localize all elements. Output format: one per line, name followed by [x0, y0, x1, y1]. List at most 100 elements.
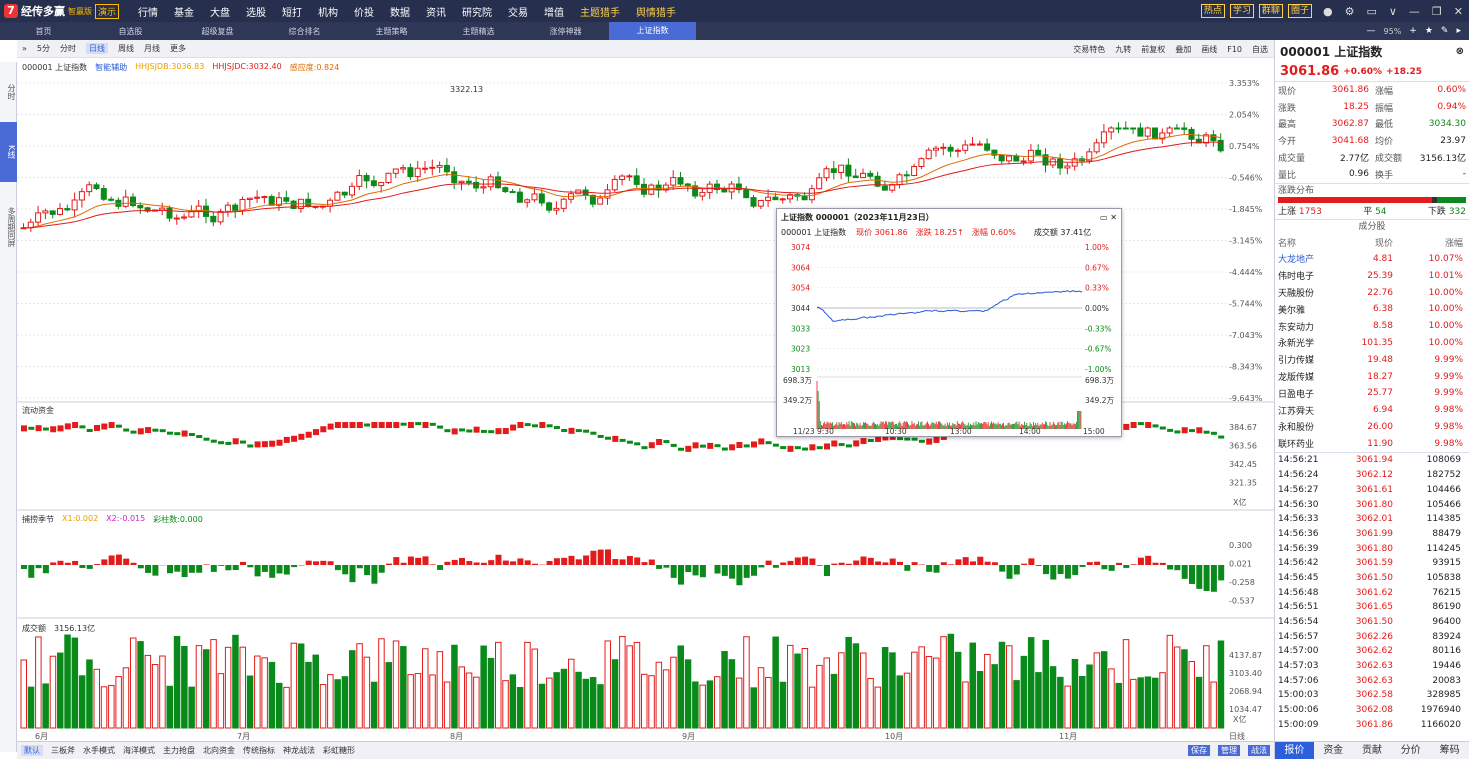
- pin-icon[interactable]: ▸: [1456, 26, 1461, 36]
- zoom-out-icon[interactable]: —: [1367, 26, 1376, 36]
- chevron-down-icon[interactable]: ∨: [1389, 5, 1397, 18]
- candle: [255, 197, 260, 198]
- bottom-action-2[interactable]: 战法: [1248, 745, 1270, 756]
- circle-button[interactable]: 圈子: [1288, 4, 1312, 18]
- user-icon[interactable]: ●: [1323, 5, 1333, 18]
- restore-icon[interactable]: ❐: [1432, 5, 1442, 18]
- quote-price: 3061.86: [1280, 64, 1339, 79]
- tab-4[interactable]: 主题策略: [348, 26, 435, 37]
- tab-2[interactable]: 超级复盘: [174, 26, 261, 37]
- quote-tab-1[interactable]: 资金: [1314, 742, 1353, 759]
- popup-maximize-icon[interactable]: ▭: [1100, 213, 1108, 222]
- menu-item-9[interactable]: 研究院: [462, 4, 492, 19]
- collapse-icon[interactable]: »: [22, 44, 27, 53]
- tab-0[interactable]: 首页: [0, 26, 87, 37]
- demo-badge[interactable]: 演示: [95, 4, 119, 19]
- tab-5[interactable]: 主题精选: [435, 26, 522, 37]
- close-icon[interactable]: ✕: [1454, 5, 1463, 18]
- candle: [1131, 128, 1136, 129]
- template-8[interactable]: 彩虹糖形: [323, 745, 355, 756]
- quote-tab-0[interactable]: 报价: [1275, 742, 1314, 759]
- star-icon[interactable]: ★: [1425, 26, 1433, 36]
- menu-item-8[interactable]: 资讯: [426, 4, 446, 19]
- chart-tool-4[interactable]: 画线: [1201, 44, 1217, 55]
- menu-item-10[interactable]: 交易: [508, 4, 528, 19]
- learn-button[interactable]: 学习: [1230, 4, 1254, 18]
- template-4[interactable]: 主力抢盘: [163, 745, 195, 756]
- menu-item-3[interactable]: 选股: [246, 4, 266, 19]
- tab-7[interactable]: 上证指数: [609, 22, 696, 40]
- window-icon[interactable]: ▭: [1366, 5, 1376, 18]
- period-0[interactable]: 5分: [37, 43, 50, 54]
- bottom-action-0[interactable]: 保存: [1188, 745, 1210, 756]
- period-2[interactable]: 日线: [86, 43, 108, 54]
- chart-tool-2[interactable]: 前复权: [1141, 44, 1165, 55]
- chart-tool-1[interactable]: 九转: [1115, 44, 1131, 55]
- period-3[interactable]: 周线: [118, 43, 134, 54]
- template-6[interactable]: 传统指标: [243, 745, 275, 756]
- popup-close-icon[interactable]: ✕: [1110, 213, 1117, 222]
- menu-item-13[interactable]: 舆情猎手: [636, 4, 676, 19]
- gear-icon[interactable]: ⚙: [1345, 5, 1355, 18]
- menu-item-2[interactable]: 大盘: [210, 4, 230, 19]
- tick-price: 3061.80: [1338, 500, 1393, 510]
- quote-tab-3[interactable]: 分价: [1391, 742, 1430, 759]
- side-tab-multi-period[interactable]: 多周期同屏: [0, 182, 17, 272]
- quote-tab-4[interactable]: 筹码: [1430, 742, 1469, 759]
- intraday-popup[interactable]: 上证指数 000001（2023年11月23日） ▭ ✕ 000001 上证指数…: [776, 208, 1122, 437]
- template-1[interactable]: 三板斧: [51, 745, 75, 756]
- menu-item-0[interactable]: 行情: [138, 4, 158, 19]
- zoom-in-icon[interactable]: +: [1409, 26, 1417, 36]
- tab-3[interactable]: 综合排名: [261, 26, 348, 37]
- hot-button[interactable]: 热点: [1201, 4, 1225, 18]
- menu-item-11[interactable]: 增值: [544, 4, 564, 19]
- group-chat-button[interactable]: 群聊: [1259, 4, 1283, 18]
- menu-item-4[interactable]: 短打: [282, 4, 302, 19]
- menu-item-7[interactable]: 数据: [390, 4, 410, 19]
- side-tab-intraday[interactable]: 分时: [0, 62, 17, 122]
- chart-tool-5[interactable]: F10: [1227, 45, 1242, 54]
- tab-6[interactable]: 涨停神器: [522, 26, 609, 37]
- chart-tool-0[interactable]: 交易特色: [1073, 44, 1105, 55]
- quote-close-icon[interactable]: ⊗: [1456, 46, 1464, 57]
- template-0[interactable]: 默认: [21, 745, 43, 756]
- period-5[interactable]: 更多: [170, 43, 186, 54]
- volume-bar: [912, 652, 918, 728]
- tick-volume: 182752: [1393, 470, 1461, 480]
- chart-tool-6[interactable]: 自选: [1252, 44, 1268, 55]
- period-1[interactable]: 分时: [60, 43, 76, 54]
- template-3[interactable]: 海洋模式: [123, 745, 155, 756]
- minimize-icon[interactable]: —: [1409, 5, 1420, 18]
- menu-item-5[interactable]: 机构: [318, 4, 338, 19]
- popup-left-axis: 3064: [791, 263, 810, 272]
- template-7[interactable]: 神龙战法: [283, 745, 315, 756]
- quote-tab-2[interactable]: 贡献: [1353, 742, 1392, 759]
- hist-bar: [671, 565, 677, 578]
- pencil-icon[interactable]: ✎: [1441, 26, 1449, 36]
- intraday-price-line: [817, 291, 1082, 322]
- menu-item-6[interactable]: 价投: [354, 4, 374, 19]
- menu-item-1[interactable]: 基金: [174, 4, 194, 19]
- chart-tool-3[interactable]: 叠加: [1175, 44, 1191, 55]
- menu-item-12[interactable]: 主题猎手: [580, 4, 620, 19]
- bottom-action-1[interactable]: 管理: [1218, 745, 1240, 756]
- side-tab-kline[interactable]: K线: [0, 122, 17, 182]
- template-5[interactable]: 北向资金: [203, 745, 235, 756]
- template-2[interactable]: 水手模式: [83, 745, 115, 756]
- tab-1[interactable]: 自选股: [87, 26, 174, 37]
- period-4[interactable]: 月线: [144, 43, 160, 54]
- app-logo[interactable]: 7 经传多赢 智赢版 演示: [0, 3, 130, 19]
